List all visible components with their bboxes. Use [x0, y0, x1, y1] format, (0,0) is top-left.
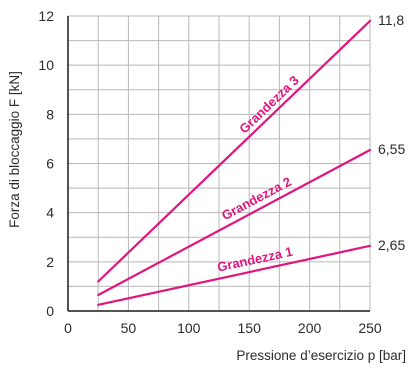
series-line [97, 148, 372, 297]
x-axis-title: Pressione d’esercizio p [bar] [236, 348, 406, 363]
y-tick-label: 0 [46, 303, 54, 319]
x-tick-label: 150 [238, 320, 262, 336]
x-tick-label: 100 [177, 320, 201, 336]
series-end-value: 11,8 [378, 12, 404, 28]
y-tick-label: 10 [38, 57, 54, 73]
y-tick-label: 4 [46, 205, 54, 221]
y-axis-title: Forza di bloccaggio F [kN] [7, 71, 22, 228]
y-tick-label: 6 [46, 156, 54, 172]
series-lines [97, 19, 372, 306]
series-end-value: 2,65 [378, 237, 405, 253]
x-tick-label: 0 [64, 320, 72, 336]
series-label: Grandezza 3 [236, 73, 302, 137]
y-tick-label: 8 [46, 106, 54, 122]
y-tick-label: 12 [38, 8, 54, 24]
x-tick-label: 50 [121, 320, 137, 336]
series-end-value: 6,55 [378, 141, 405, 157]
series-line [97, 244, 372, 306]
x-tick-label: 250 [358, 320, 382, 336]
y-tick-label: 2 [46, 254, 54, 270]
x-tick-label: 200 [298, 320, 322, 336]
series-line [97, 19, 372, 283]
series-label: Grandezza 2 [219, 174, 294, 223]
axes [67, 16, 370, 312]
